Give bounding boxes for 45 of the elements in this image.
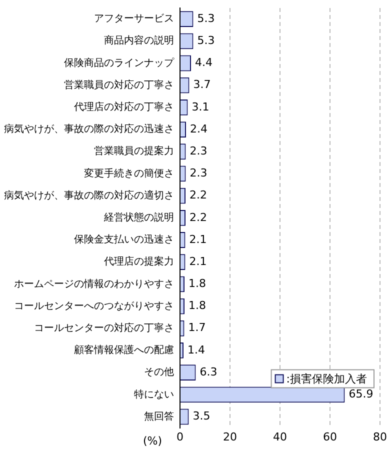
y-tick-label: 病気やけが、事故の際の対応の適切さ <box>4 189 174 202</box>
data-label: 2.1 <box>189 254 207 268</box>
y-tick-label: 保険金支払いの迅速さ <box>74 234 174 246</box>
x-axis-title: (%) <box>142 434 162 448</box>
data-label: 1.8 <box>188 299 206 312</box>
data-label: 2.4 <box>190 122 208 136</box>
data-label: 4.4 <box>195 56 212 70</box>
data-label: 5.3 <box>197 12 215 25</box>
data-label: 3.1 <box>192 100 210 114</box>
data-label: 1.7 <box>188 321 206 334</box>
data-label: 2.2 <box>190 188 207 202</box>
y-tick-label: 代理店の提案力 <box>103 256 174 268</box>
y-tick-label: ホームページの情報のわかりやすさ <box>14 278 174 290</box>
y-tick-label: 経営状態の説明 <box>103 211 174 224</box>
data-label: 2.2 <box>190 210 207 224</box>
x-tick-label: 60 <box>323 430 337 444</box>
y-tick-label: コールセンターの対応の丁寧さ <box>34 322 174 334</box>
x-tick-label: 0 <box>176 430 184 444</box>
y-tick-label: 商品内容の説明 <box>104 34 174 47</box>
y-tick-label: アフターサービス <box>94 14 174 25</box>
data-label: 1.4 <box>188 343 205 356</box>
y-tick-label: その他 <box>144 366 174 378</box>
y-tick-label: 変更手続きの簡便さ <box>84 167 174 180</box>
y-tick-label: 特にない <box>134 388 174 400</box>
y-tick-label: 営業職員の対応の丁寧さ <box>64 78 174 91</box>
legend-label: :損害保険加入者 <box>286 372 368 386</box>
x-tick-label: 20 <box>223 430 237 444</box>
data-label: 65.9 <box>348 388 374 401</box>
data-label: 3.5 <box>192 410 210 423</box>
data-label: 1.8 <box>188 277 206 290</box>
data-label: 6.3 <box>200 365 218 378</box>
data-label: 5.3 <box>197 34 215 47</box>
x-tick-label: 40 <box>273 430 287 444</box>
data-label: 2.1 <box>189 232 207 246</box>
x-tick-label: 80 <box>373 430 387 444</box>
y-tick-label: 無回答 <box>144 410 174 422</box>
data-label: 2.3 <box>190 144 208 158</box>
y-tick-label: 代理店の対応の丁寧さ <box>73 101 174 114</box>
y-tick-label: 営業職員の提案力 <box>94 145 174 158</box>
y-tick-label: 病気やけが、事故の際の対応の迅速さ <box>4 123 174 136</box>
data-label: 3.7 <box>193 78 211 92</box>
y-tick-label: コールセンターへのつながりやすさ <box>14 300 174 312</box>
y-tick-label: 顧客情報保護への配慮 <box>74 344 174 356</box>
data-label: 2.3 <box>190 166 208 180</box>
y-tick-label: 保険商品のラインナップ <box>64 56 175 69</box>
